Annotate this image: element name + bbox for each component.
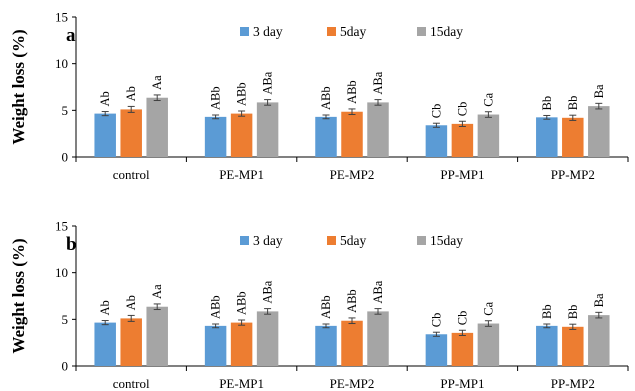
y-tick-label: 15 [55,219,68,234]
significance-label: Cb [455,102,469,117]
bar [204,325,227,366]
y-axis-label: Weight loss (%) [9,29,28,144]
legend-label: 5day [340,24,366,39]
significance-label: Cb [429,313,443,328]
bar [146,306,168,366]
significance-label: Cb [455,311,469,326]
bar [315,116,337,157]
significance-label: ABb [345,289,359,313]
significance-label: Ba [592,84,606,98]
bar [120,318,142,366]
x-category-label: PE-MP2 [330,167,375,182]
significance-label: ABa [371,71,385,94]
bar [588,106,610,157]
legend-label: 3 day [253,24,283,39]
bar [451,332,474,366]
legend-swatch [417,27,426,36]
chart-panel-a: 0 5 10 15 control PE-MP1 PE-MP2 PP-MP1 PP-MP2 Wei… [9,10,629,182]
significance-label: ABb [319,295,333,319]
significance-label: ABb [319,86,333,110]
significance-label: Ab [98,91,112,106]
significance-label: ABb [235,291,249,315]
bar [536,325,558,366]
x-category-label: PE-MP1 [219,376,264,391]
bar [367,311,389,366]
significance-label: ABa [261,280,275,303]
chart-panel-b: 0 5 10 15 control PE-MP1 PE-MP2 PP-MP1 PP-MP2 Wei… [9,219,629,391]
legend-swatch [240,236,249,245]
significance-label: Bb [540,96,554,111]
bar [451,123,474,157]
significance-label: ABa [371,280,385,303]
bar [341,320,363,366]
bar [477,323,500,366]
x-category-label: PP-MP2 [551,376,595,391]
significance-label: ABb [235,82,249,106]
significance-label: ABa [261,71,275,94]
bar [204,116,227,157]
x-category-label: control [113,167,150,182]
legend-label: 15day [430,24,463,39]
y-axis-label: Weight loss (%) [9,238,28,353]
x-category-label: PE-MP2 [330,376,375,391]
bar [367,102,389,157]
significance-label: Ca [481,92,495,106]
bar [315,325,337,366]
y-tick-label: 0 [62,150,69,165]
y-tick-label: 0 [62,359,69,374]
significance-label: Bb [566,305,580,320]
significance-label: Ab [124,86,138,101]
significance-label: Cb [429,104,443,119]
significance-label: Ab [98,300,112,315]
bar [146,97,168,157]
legend-label: 15day [430,233,463,248]
y-tick-label: 10 [55,56,68,71]
bar [256,102,279,157]
significance-label: ABb [209,86,223,110]
bar [94,113,116,157]
y-tick-label: 5 [62,103,69,118]
bar [94,322,116,366]
legend-swatch [327,236,336,245]
significance-label: Aa [150,75,164,90]
significance-label: Ab [124,295,138,310]
significance-label: Aa [150,284,164,299]
y-tick-label: 15 [55,10,68,25]
bar [477,114,500,157]
bar [588,315,610,366]
significance-label: ABb [345,80,359,104]
legend-label: 3 day [253,233,283,248]
bar [425,125,448,157]
y-tick-label: 10 [55,265,68,280]
significance-label: Bb [566,96,580,111]
bar [230,113,253,157]
panel-letter: a [66,25,76,46]
bar [341,111,363,157]
legend-label: 5day [340,233,366,248]
panel-letter: b [66,234,77,255]
y-tick-label: 5 [62,312,69,327]
significance-label: ABb [209,295,223,319]
x-category-label: PP-MP1 [440,376,484,391]
x-category-label: PP-MP1 [440,167,484,182]
significance-label: Ba [592,293,606,307]
bar [562,117,584,157]
legend-swatch [417,236,426,245]
bar [256,311,279,366]
bar [562,326,584,366]
bar [536,117,558,157]
bar [425,334,448,366]
significance-label: Bb [540,304,554,319]
x-category-label: PP-MP2 [551,167,595,182]
bar [120,109,142,157]
legend-swatch [240,27,249,36]
significance-label: Ca [481,301,495,315]
x-category-label: control [113,376,150,391]
legend-swatch [327,27,336,36]
x-category-label: PE-MP1 [219,167,264,182]
bar [230,322,253,366]
